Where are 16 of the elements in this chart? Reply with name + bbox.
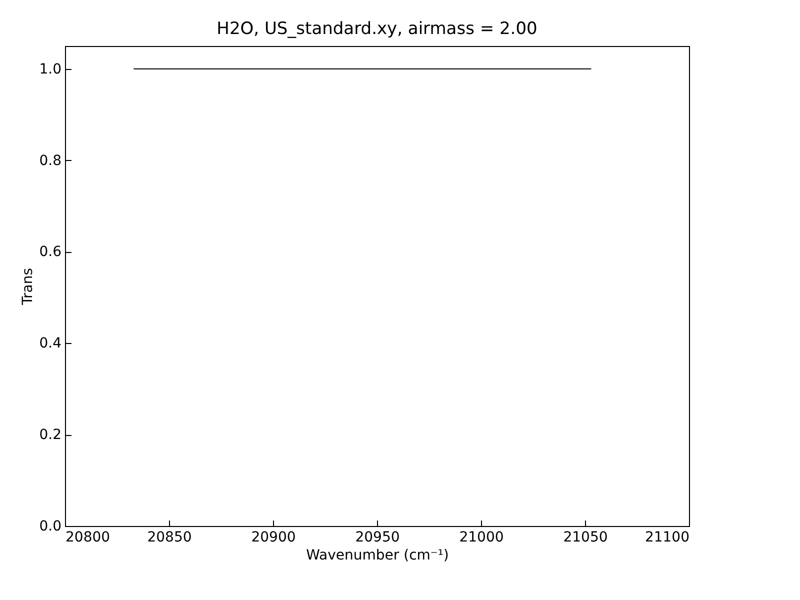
y-tick-label: 1.0 (39, 61, 62, 78)
y-tick-label: 0.0 (39, 518, 62, 534)
x-tick-label: 20900 (251, 530, 296, 546)
x-tick-label: 20950 (355, 530, 400, 546)
x-tick-label: 21050 (563, 530, 608, 546)
x-axis-title: Wavenumber (cm⁻¹) (306, 548, 449, 564)
y-tick-label: 0.6 (39, 244, 62, 260)
y-tick-label: 0.2 (39, 427, 62, 444)
y-tick-label: 0.4 (39, 336, 62, 352)
x-tick-label: 20800 (66, 530, 110, 546)
x-tick-label: 20850 (147, 530, 192, 546)
y-tick-label: 0.8 (39, 152, 62, 169)
y-axis-title: Trans (20, 268, 36, 306)
x-tick-label: 21100 (644, 530, 690, 546)
x-tick-label: 21000 (459, 530, 504, 546)
chart-title: H2O, US_standard.xy, airmass = 2.00 (216, 19, 538, 39)
